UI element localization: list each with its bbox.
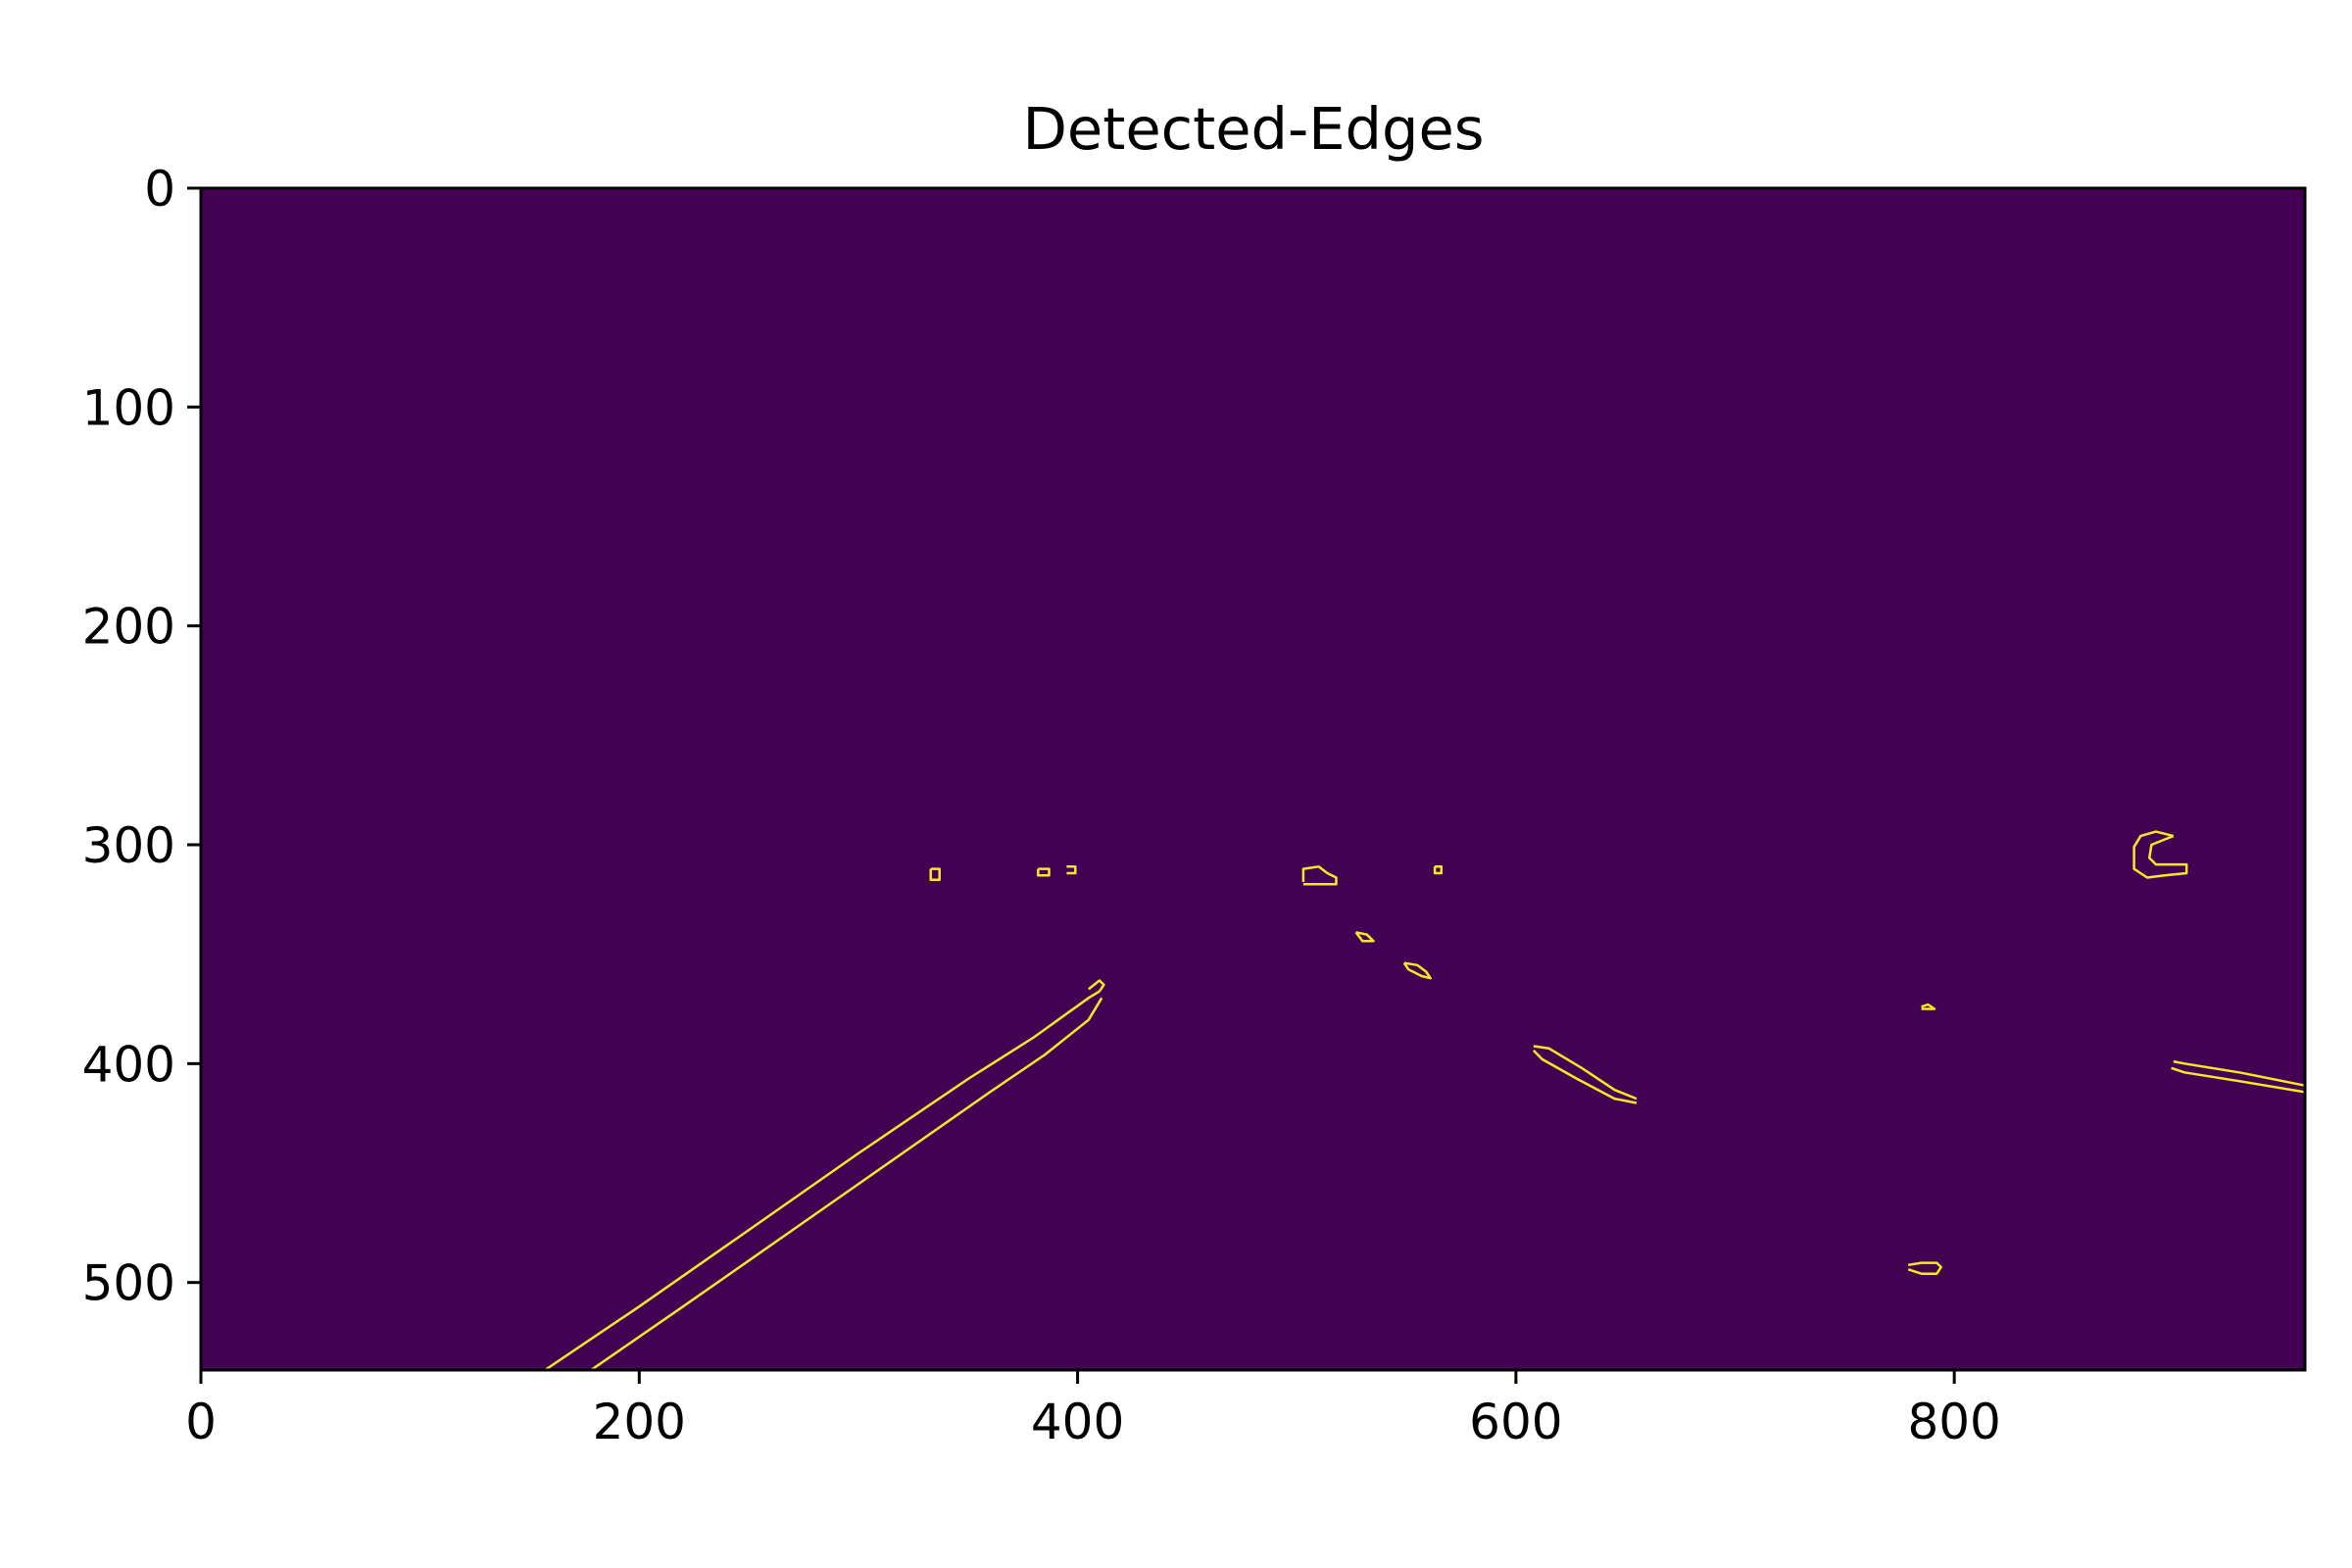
- edge-streak-630-405-bottom: [1532, 1050, 1638, 1104]
- plot-area: [199, 186, 2307, 1372]
- edge-layer: [544, 830, 2306, 1372]
- x-tick-label: 800: [1907, 1394, 2000, 1450]
- edge-blob-787-494: [1907, 1261, 1942, 1275]
- edge-bracket-890-305: [2132, 830, 2188, 879]
- edge-blob-397-312: [1066, 865, 1077, 875]
- plot-frame: [199, 186, 2307, 1372]
- x-tick-label: 200: [593, 1394, 686, 1450]
- x-tick-label: 400: [1031, 1394, 1124, 1450]
- edge-blob-335-313: [929, 867, 941, 881]
- y-tick-label: 200: [82, 599, 175, 656]
- y-tick-label: 300: [82, 817, 175, 874]
- x-tick-label: 0: [185, 1394, 217, 1450]
- edge-lane-line-left-outer: [544, 990, 1101, 1372]
- y-tick-label: 100: [82, 379, 175, 436]
- edge-blob-530-342: [1354, 931, 1375, 943]
- edge-blob-787-374: [1921, 1003, 1936, 1010]
- edge-streak-630-405-top: [1533, 1045, 1638, 1101]
- y-axis: 0 100 200 300 400 500: [82, 161, 201, 1312]
- x-axis: 0 200 400 600 800: [185, 1370, 2001, 1450]
- x-tick-label: 600: [1469, 1394, 1562, 1450]
- edge-lane-line-left-inner: [590, 997, 1103, 1372]
- edge-blob-565-312: [1433, 865, 1444, 875]
- edge-blob-384-313: [1037, 867, 1051, 877]
- edge-blob-510-315: [1301, 865, 1338, 886]
- y-tick-label: 400: [82, 1036, 175, 1093]
- y-tick-label: 500: [82, 1255, 175, 1312]
- edge-blob-555-357: [1402, 961, 1432, 980]
- edge-streak-930-405-bottom: [2171, 1066, 2306, 1094]
- chart-title: Detected-Edges: [1023, 95, 1485, 163]
- image-background: [201, 188, 2305, 1370]
- edge-lane-line-left-top-cap: [1088, 979, 1105, 993]
- y-tick-label: 0: [144, 161, 175, 218]
- edge-streak-930-405-top: [2173, 1059, 2306, 1087]
